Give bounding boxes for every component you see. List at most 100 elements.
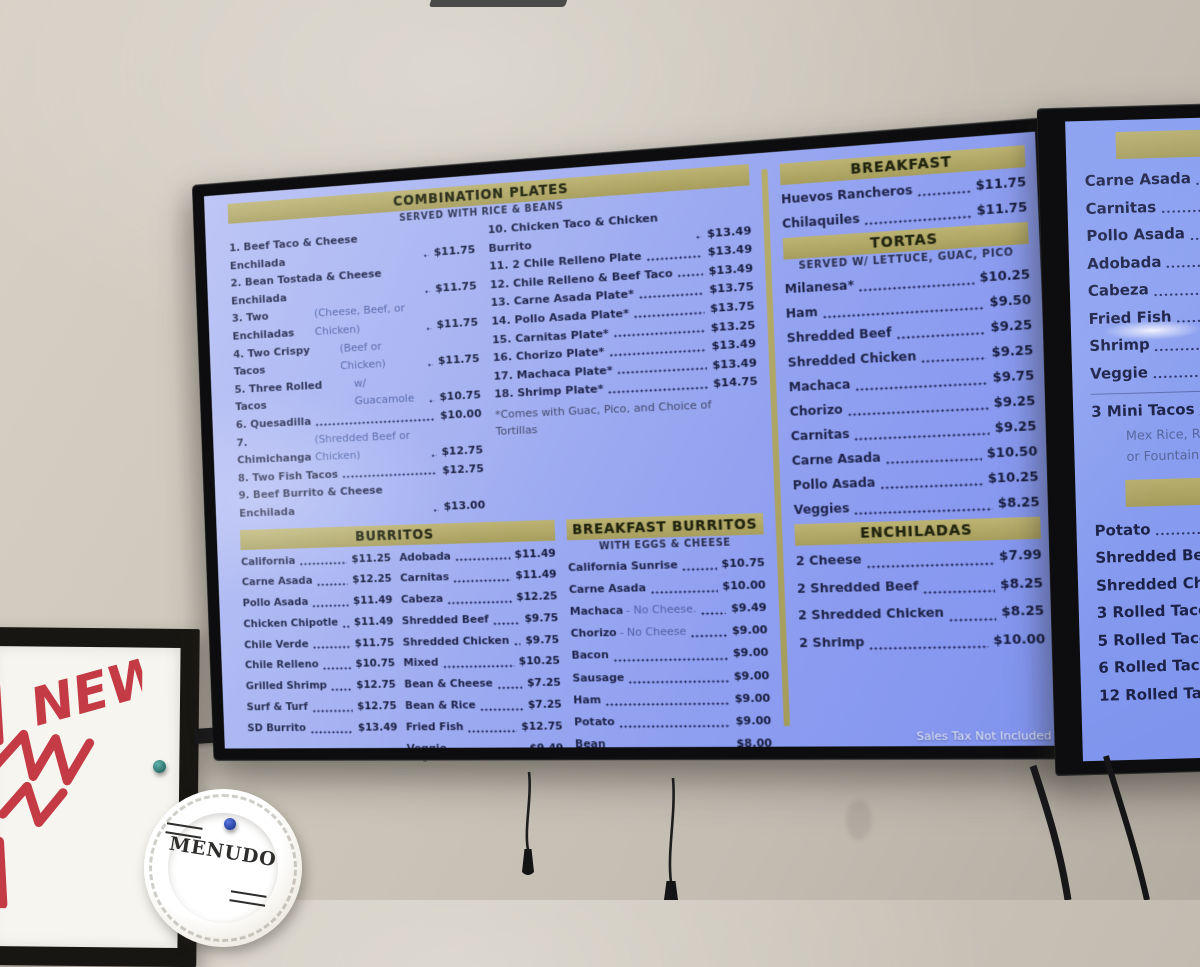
dot-leader	[431, 452, 437, 459]
menu-item-price: $12.25	[352, 572, 393, 586]
dot-leader	[895, 330, 986, 341]
dot-leader	[612, 328, 706, 339]
menu-item-name: Potato	[1094, 519, 1151, 540]
menu-item-desc: - No Cheese.	[625, 602, 697, 617]
section-burritos: BURRITOS California $11.25	[239, 519, 564, 749]
main-menu-right-area: BREAKFAST Huevos Rancheros $11.75 Chilaq…	[777, 132, 1061, 747]
plate-hash-bottom	[229, 890, 267, 907]
section-combination-plates: COMBINATION PLATES SERVED WITH RICE & BE…	[227, 164, 763, 523]
menu-item-name: 2 Shrimp	[798, 634, 865, 650]
dot-leader	[1188, 231, 1200, 242]
combo-right-list: 10. Chicken Taco & Chicken Burrito $13.4…	[487, 203, 758, 405]
menu-item-price: $11.75	[975, 174, 1027, 193]
menu-item-price: $13.49	[357, 720, 398, 734]
menu-item-price: $11.75	[976, 199, 1028, 218]
menu-item-name: Chile Relleno	[244, 658, 319, 672]
dot-leader	[446, 599, 512, 606]
dot-leader	[452, 577, 511, 585]
menu-item-price: $12.75	[441, 461, 484, 477]
menu-item-name: 6 Rolled Taco	[1098, 655, 1200, 677]
menu-item-name: California	[240, 553, 296, 568]
plate-text: MENUDO	[167, 832, 279, 872]
menu-item-desc: (Beef or Chicken)	[339, 339, 387, 373]
tortas-list: Milanesa* $10.25 Ham $9.50 Shredded Beef	[784, 262, 1040, 522]
menu-item-name: Carne Asada	[1084, 169, 1192, 191]
menu-item-name: California Sunrise	[567, 557, 679, 574]
dot-leader	[608, 347, 707, 358]
dot-leader	[1175, 313, 1200, 325]
dot-leader	[1194, 176, 1200, 187]
menu-item-price: $10.50	[986, 443, 1038, 461]
section-enchiladas: ENCHILADAS 2 Cheese $7.99 2 Shredded Bee…	[794, 516, 1046, 657]
dot-leader	[454, 556, 510, 563]
menu-item: Shredded Beef $9.75	[401, 607, 559, 632]
menu-item-price: $11.49	[353, 614, 394, 628]
dot-leader	[695, 234, 703, 241]
menu-item-desc: - No Cheese	[619, 624, 687, 640]
menu-item: Grilled Shrimp $12.75	[245, 674, 397, 697]
dot-leader	[612, 655, 729, 663]
menu-item-price: $9.25	[994, 418, 1037, 436]
menu-item-name: Bean & Rice	[404, 698, 477, 712]
menu-item-price: $9.00	[733, 668, 770, 683]
hanging-cable-middle	[664, 777, 678, 900]
menu-item-name: 3. Two Enchiladas	[231, 310, 295, 343]
menu-item-name: 9. Beef Burrito & Cheese Enchilada	[238, 483, 383, 520]
menu-item-price: $11.25	[351, 550, 392, 565]
menu-item-name: Chorizo	[570, 626, 617, 640]
soft-header-bar: SOFT	[1115, 125, 1200, 160]
menu-item-price: $9.00	[731, 623, 768, 638]
menu-item-name: 5 Rolled Taco	[1097, 628, 1200, 650]
menu-item-name: Chilaquiles	[781, 211, 860, 232]
menu-item: Surf & Turf $12.75	[246, 695, 397, 717]
dot-leader	[879, 481, 983, 491]
menu-item: Mixed $10.25	[403, 650, 560, 674]
dot-leader	[681, 565, 717, 572]
menu-item-price: $9.25	[993, 393, 1036, 410]
dot-leader	[637, 291, 705, 301]
dot-leader	[309, 729, 354, 735]
dot-leader	[690, 633, 728, 640]
menu-item-price: $9.75	[992, 368, 1035, 385]
menu-item: 3 Mini Tacos	[1091, 392, 1200, 427]
menu-item-name: 3 Rolled Taco	[1096, 600, 1200, 622]
menu-item-name: 4. Two Crispy Tacos	[232, 343, 311, 378]
menu-item-price: $8.25	[997, 494, 1040, 511]
dot-leader	[426, 325, 432, 332]
dot-leader	[916, 189, 971, 199]
dot-leader	[341, 623, 350, 629]
menu-item-price: $11.49	[514, 546, 557, 561]
dot-leader	[442, 663, 515, 670]
menu-item: Ham $9.00	[573, 687, 771, 711]
menu-item-price: $9.25	[991, 342, 1034, 360]
crispy-list: Potato Shredded Bee Shredded Chi	[1094, 510, 1200, 710]
menu-item-price: $10.75	[721, 555, 766, 570]
menu-item: Chorizo - No Cheese $9.00	[570, 619, 768, 645]
menu-item-price: $7.99	[998, 547, 1043, 564]
menu-item-name: Carnitas	[790, 426, 850, 444]
dot-leader	[427, 362, 434, 368]
breakfast-burritos-list: California Sunrise $10.75 Carne Asada $1…	[567, 551, 773, 749]
menu-item-name: Ham	[573, 692, 602, 707]
menu-item-price: $10.00	[722, 577, 767, 593]
new-sign-frame: NEW	[0, 626, 200, 967]
dot-leader	[607, 385, 709, 395]
wall-smudge	[846, 800, 872, 840]
menu-item: Fried Fish $12.75	[406, 715, 563, 737]
dot-leader	[1151, 368, 1200, 381]
menu-item-name: Pollo Asada	[1086, 224, 1186, 245]
section-soft-tacos: SOFT Carne Asada Carnitas	[1083, 125, 1200, 468]
dot-leader	[853, 506, 993, 517]
menu-item-price: $9.00	[735, 713, 772, 728]
menu-item-name: Machaca	[569, 603, 624, 618]
ceiling-fixture	[428, 0, 568, 7]
menu-item-name: Chicken Chipotle	[243, 615, 339, 631]
burritos-col-left: California $11.25 Carne Asada $12.25	[241, 547, 399, 748]
menu-item-price: $12.75	[521, 719, 563, 733]
menu-item-price: $9.00	[732, 645, 769, 660]
menu-item: Chicken Chipotle $11.49	[243, 611, 394, 635]
dot-leader	[423, 253, 430, 259]
menu-item-name: 2 Shredded Chicken	[797, 605, 945, 623]
dot-leader	[676, 272, 704, 279]
combo-col-left: 1. Beef Taco & Cheese Enchilada $11.75 2…	[229, 222, 486, 522]
